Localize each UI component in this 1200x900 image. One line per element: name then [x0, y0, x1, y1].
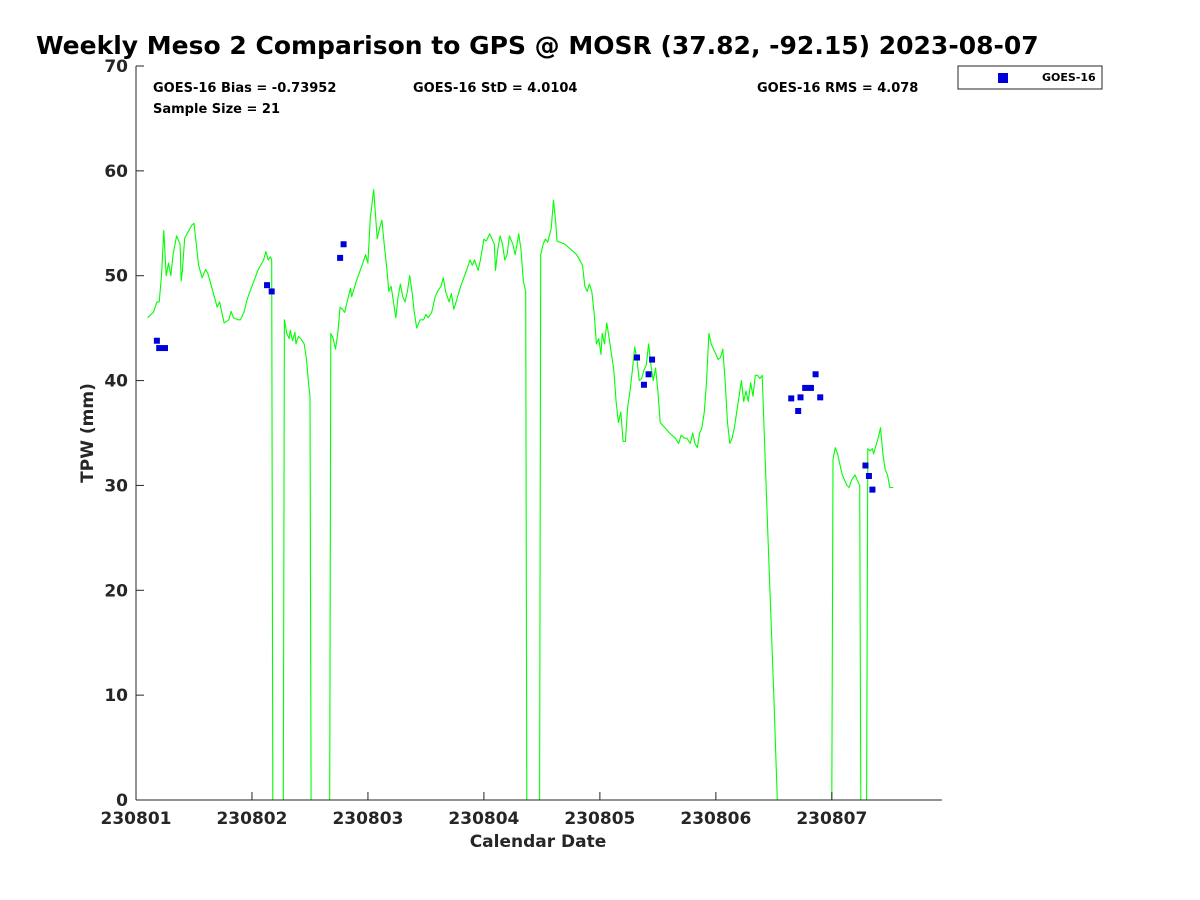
bias-stat: GOES-16 Bias = -0.73952 [153, 81, 336, 96]
x-tick-label: 230807 [796, 809, 867, 829]
x-tick-label: 230801 [101, 809, 172, 829]
goes-16-point [153, 337, 160, 344]
gps-line [147, 189, 894, 801]
legend: GOES-16 [957, 65, 1103, 90]
goes-16-point [156, 345, 163, 352]
goes-16-point [802, 384, 809, 391]
y-axis-label: TPW (mm) [78, 383, 98, 483]
goes-16-point [795, 407, 802, 414]
y-tick-label: 0 [116, 791, 128, 811]
y-tick-label: 20 [104, 581, 128, 601]
goes-16-point [645, 371, 652, 378]
x-axis-label: Calendar Date [470, 832, 607, 852]
goes-16-point [797, 394, 804, 401]
y-tick-label: 10 [104, 686, 128, 706]
goes-16-point [788, 395, 795, 402]
std-stat: GOES-16 StD = 4.0104 [413, 81, 577, 96]
chart-title: Weekly Meso 2 Comparison to GPS @ MOSR (… [36, 31, 1039, 60]
goes-series [153, 241, 876, 493]
goes-16-point [862, 462, 869, 469]
goes-16-point [640, 381, 647, 388]
goes-16-point [161, 345, 168, 352]
goes-16-point [817, 394, 824, 401]
x-tick-label: 230806 [680, 809, 751, 829]
y-tick-label: 30 [104, 476, 128, 496]
rms-stat: GOES-16 RMS = 4.078 [757, 81, 918, 96]
goes-16-point [869, 486, 876, 493]
goes-16-point [807, 384, 814, 391]
x-tick-label: 230804 [448, 809, 519, 829]
x-tick-label: 230803 [332, 809, 403, 829]
goes-16-point [812, 371, 819, 378]
gps-series [147, 189, 894, 801]
goes-16-point [340, 241, 347, 248]
x-tick-label: 230805 [564, 809, 635, 829]
goes-16-point [649, 356, 656, 363]
goes-16-point [337, 254, 344, 261]
legend-box [957, 65, 1103, 90]
goes-16-point [264, 282, 271, 289]
goes-16-point [268, 288, 275, 295]
y-tick-label: 70 [104, 57, 128, 77]
legend-label: GOES-16 [1042, 71, 1096, 84]
sample-size-stat: Sample Size = 21 [153, 102, 280, 117]
goes-16-point [865, 472, 872, 479]
y-tick-label: 40 [104, 372, 128, 392]
y-tick-label: 60 [104, 162, 128, 182]
axes [135, 65, 942, 801]
tick-labels: 0 10 20 30 40 50 60 70 230801 230802 230803 230804 2… [101, 57, 868, 829]
y-tick-label: 50 [104, 267, 128, 287]
legend-marker-icon [998, 73, 1008, 83]
x-tick-label: 230802 [216, 809, 287, 829]
goes-16-point [633, 354, 640, 361]
